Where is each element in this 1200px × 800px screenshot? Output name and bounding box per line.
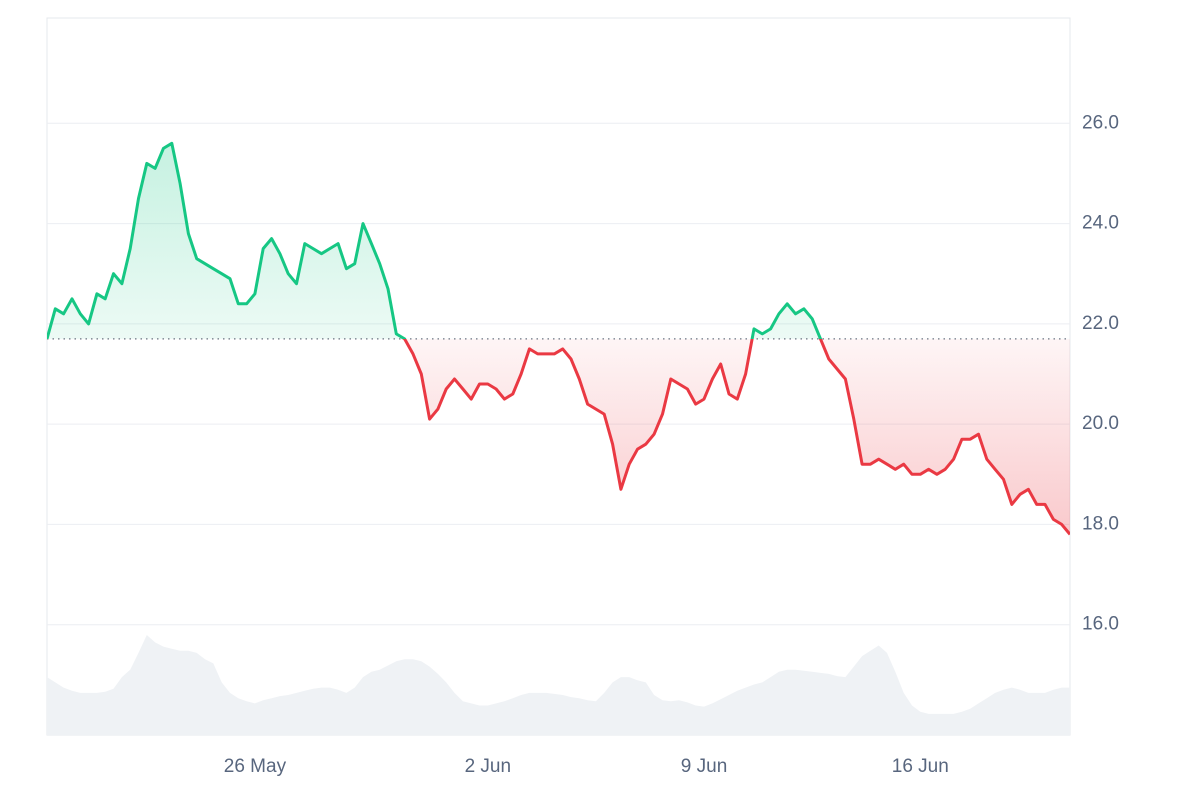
x-tick-label: 16 Jun: [892, 756, 949, 777]
y-tick-label: 16.0: [1082, 614, 1119, 635]
volume-area: [47, 635, 1070, 735]
x-tick-label: 26 May: [224, 756, 287, 777]
y-tick-label: 20.0: [1082, 413, 1119, 434]
price-line: [47, 141, 1070, 536]
x-tick-label: 2 Jun: [465, 756, 511, 777]
y-tick-label: 18.0: [1082, 513, 1119, 534]
y-tick-label: 22.0: [1082, 313, 1119, 334]
plot-area: [47, 141, 1070, 735]
x-tick-label: 9 Jun: [681, 756, 727, 777]
y-tick-label: 24.0: [1082, 213, 1119, 234]
y-tick-label: 26.0: [1082, 112, 1119, 133]
